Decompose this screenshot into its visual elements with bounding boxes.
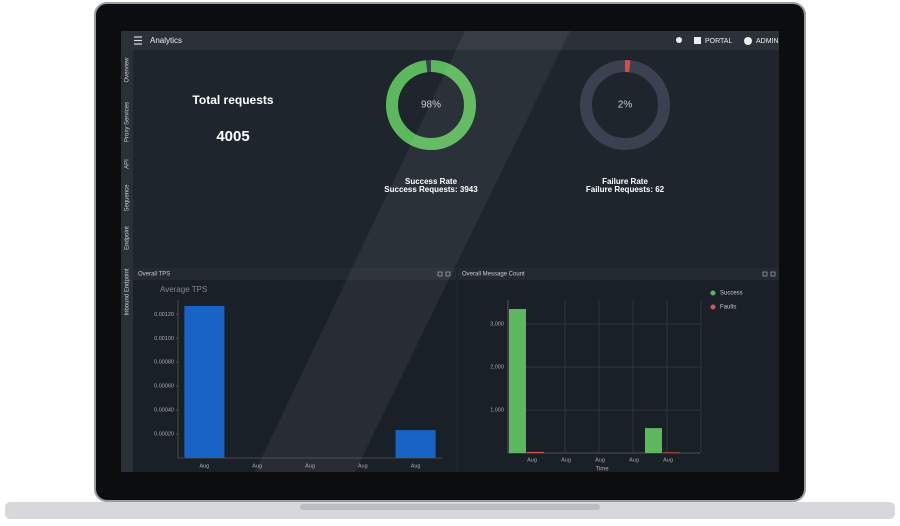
sidebar-item[interactable]: API <box>125 159 131 169</box>
donut-title: Failure Rate <box>602 177 648 186</box>
panel-title: Overall TPS <box>138 272 170 278</box>
sidebar <box>121 50 133 472</box>
x-axis-label: Time <box>595 467 609 473</box>
legend-marker <box>710 304 716 310</box>
donut-label: 2% <box>618 100 633 111</box>
x-tick-label: Aug <box>358 463 368 469</box>
grid-icon[interactable] <box>694 37 701 44</box>
y-tick-label: 0.00120 <box>154 312 174 318</box>
x-tick-label: Aug <box>305 463 315 469</box>
bulb-icon[interactable] <box>676 37 682 43</box>
panel-header <box>133 268 456 280</box>
legend-marker <box>710 290 716 296</box>
y-tick-label: 0.00020 <box>154 432 174 438</box>
bar <box>184 305 225 458</box>
panel-header <box>458 268 779 280</box>
screen-glare <box>255 31 570 472</box>
donut-arc <box>580 60 670 150</box>
donut-label: 98% <box>421 100 441 111</box>
sidebar-item[interactable]: Sequence <box>125 184 131 212</box>
bar <box>509 309 526 453</box>
y-tick-label: 0.00040 <box>154 408 174 414</box>
user-icon[interactable] <box>744 37 752 45</box>
menu-icon[interactable] <box>134 36 142 45</box>
close-icon[interactable] <box>445 271 451 277</box>
x-tick-label: Aug <box>561 457 571 463</box>
x-tick-label: Aug <box>595 457 605 463</box>
y-tick-label: 0.00100 <box>154 336 174 342</box>
sidebar-items: Overview Proxy Services API Sequence Endpoin… <box>125 57 131 316</box>
total-value: 4005 <box>216 128 249 145</box>
laptop-base <box>5 502 895 519</box>
x-tick-label: Aug <box>252 463 262 469</box>
header-bar <box>121 31 779 50</box>
count-panel <box>458 268 779 472</box>
sidebar-item[interactable]: Endpoint <box>125 226 131 250</box>
donut-arc <box>386 60 476 150</box>
x-tick-label: Aug <box>663 457 673 463</box>
laptop-notch <box>300 504 600 510</box>
bar <box>663 452 680 453</box>
sidebar-item[interactable]: Inbound Endpoint <box>125 268 131 315</box>
x-tick-label: Aug <box>200 463 210 469</box>
app-title: Analytics <box>150 36 182 45</box>
y-tick-label: 0.00060 <box>154 384 174 390</box>
panel-title: Overall Message Count <box>462 272 525 278</box>
y-tick-label: 2,000 <box>490 364 504 370</box>
sidebar-item[interactable]: Overview <box>125 57 131 83</box>
y-tick-label: 3,000 <box>490 322 504 328</box>
x-tick-label: Aug <box>629 457 639 463</box>
donut-subtitle: Failure Requests: 62 <box>586 185 665 194</box>
donut-title: Success Rate <box>405 177 458 186</box>
expand-icon[interactable] <box>762 271 768 277</box>
sidebar-item[interactable]: Proxy Services <box>125 102 131 142</box>
bar <box>395 430 436 458</box>
donut-subtitle: Success Requests: 3943 <box>384 185 478 194</box>
bar <box>527 451 544 453</box>
legend-label: Faults <box>720 305 736 311</box>
y-tick-label: 0.00080 <box>154 360 174 366</box>
x-tick-label: Aug <box>411 463 421 469</box>
legend-label: Success <box>720 291 743 297</box>
portal-link[interactable]: PORTAL <box>705 38 732 45</box>
close-icon[interactable] <box>770 271 776 277</box>
expand-icon[interactable] <box>437 271 443 277</box>
total-label: Total requests <box>192 93 273 107</box>
y-tick-label: 1,000 <box>490 407 504 413</box>
x-tick-label: Aug <box>527 457 537 463</box>
bar <box>645 428 662 453</box>
chart-title: Average TPS <box>160 285 207 294</box>
user-menu[interactable]: ADMIN <box>756 38 779 45</box>
